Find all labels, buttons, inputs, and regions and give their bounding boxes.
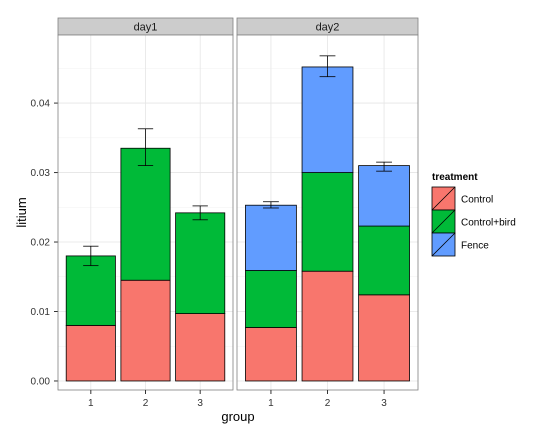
- facet-strip-label: day2: [316, 22, 340, 34]
- bar-segment-control: [65, 324, 116, 382]
- x-tick-label: 2: [143, 398, 149, 409]
- bar-segment-control: [120, 279, 171, 382]
- legend-key-slash: [431, 186, 456, 211]
- bar-segment-control-bird: [120, 147, 171, 281]
- bar-segment-control: [358, 294, 410, 382]
- bar-segment-control: [175, 313, 226, 382]
- bar-segment-control: [245, 327, 297, 382]
- y-axis-title: litium: [14, 197, 29, 227]
- legend-title: treatment: [432, 172, 478, 183]
- bar-segment-fence: [245, 204, 297, 271]
- x-axis-title: group: [221, 409, 254, 424]
- facet-strip-label: day1: [134, 22, 158, 34]
- bar-segment-fence: [301, 66, 354, 173]
- bar-segment-control: [301, 270, 354, 382]
- bar-segment-control-bird: [65, 255, 116, 326]
- bar-segment-fence: [358, 165, 410, 227]
- y-tick-label: 0.03: [31, 168, 51, 179]
- legend-label: Control+bird: [461, 218, 516, 229]
- bar-segment-control-bird: [301, 172, 354, 272]
- legend-label: Control: [461, 195, 493, 206]
- bar-segment-control-bird: [358, 225, 410, 296]
- y-tick-label: 0.01: [31, 307, 51, 318]
- x-tick-label: 1: [268, 398, 274, 409]
- legend-key-slash: [431, 209, 456, 234]
- x-tick-label: 3: [197, 398, 203, 409]
- legend-key-slash: [431, 232, 456, 257]
- bar-segment-control-bird: [245, 270, 297, 328]
- y-tick-label: 0.00: [31, 376, 51, 387]
- x-tick-label: 2: [325, 398, 331, 409]
- bar-segment-control-bird: [175, 212, 226, 314]
- legend-label: Fence: [461, 241, 489, 252]
- x-tick-label: 1: [88, 398, 94, 409]
- x-tick-label: 3: [381, 398, 387, 409]
- y-tick-label: 0.04: [31, 99, 51, 110]
- y-tick-label: 0.02: [31, 238, 51, 249]
